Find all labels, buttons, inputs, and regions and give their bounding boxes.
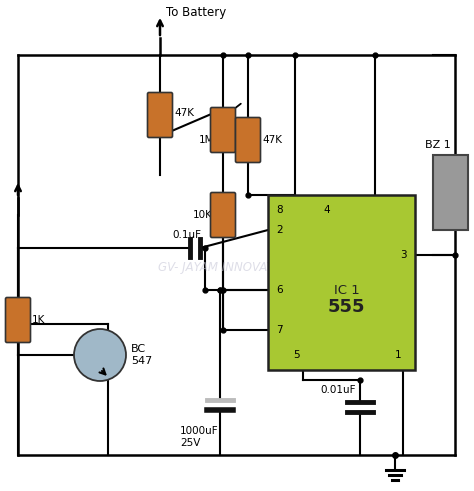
FancyBboxPatch shape bbox=[147, 92, 173, 137]
Circle shape bbox=[74, 329, 126, 381]
Text: 1: 1 bbox=[395, 350, 401, 360]
Text: 1000uF
25V: 1000uF 25V bbox=[180, 426, 219, 448]
Text: 5: 5 bbox=[293, 350, 300, 360]
Text: 0.01uF: 0.01uF bbox=[320, 385, 356, 395]
Text: 10K: 10K bbox=[193, 210, 213, 220]
FancyBboxPatch shape bbox=[210, 108, 236, 153]
Text: 0.1uF: 0.1uF bbox=[172, 230, 201, 240]
Text: 7: 7 bbox=[276, 325, 283, 335]
Text: 1K: 1K bbox=[32, 315, 46, 325]
Text: 3: 3 bbox=[401, 250, 407, 260]
Bar bbox=[268, 195, 415, 370]
FancyBboxPatch shape bbox=[236, 117, 261, 163]
Text: 2: 2 bbox=[276, 225, 283, 235]
FancyBboxPatch shape bbox=[210, 192, 236, 238]
Text: BC
547: BC 547 bbox=[131, 344, 152, 366]
Text: BZ 1: BZ 1 bbox=[425, 140, 451, 150]
Text: 4: 4 bbox=[323, 205, 329, 215]
Bar bbox=[433, 155, 468, 230]
FancyBboxPatch shape bbox=[6, 298, 30, 343]
Text: To Battery: To Battery bbox=[166, 5, 226, 19]
Text: GV- JAYAM INNOVATIONS: GV- JAYAM INNOVATIONS bbox=[158, 262, 302, 274]
Text: 555: 555 bbox=[328, 298, 365, 316]
Text: IC 1: IC 1 bbox=[334, 284, 359, 297]
Text: 47K: 47K bbox=[174, 108, 194, 118]
Text: 8: 8 bbox=[276, 205, 283, 215]
Text: 1M: 1M bbox=[199, 135, 215, 145]
Text: 47K: 47K bbox=[262, 135, 282, 145]
Text: 6: 6 bbox=[276, 285, 283, 295]
